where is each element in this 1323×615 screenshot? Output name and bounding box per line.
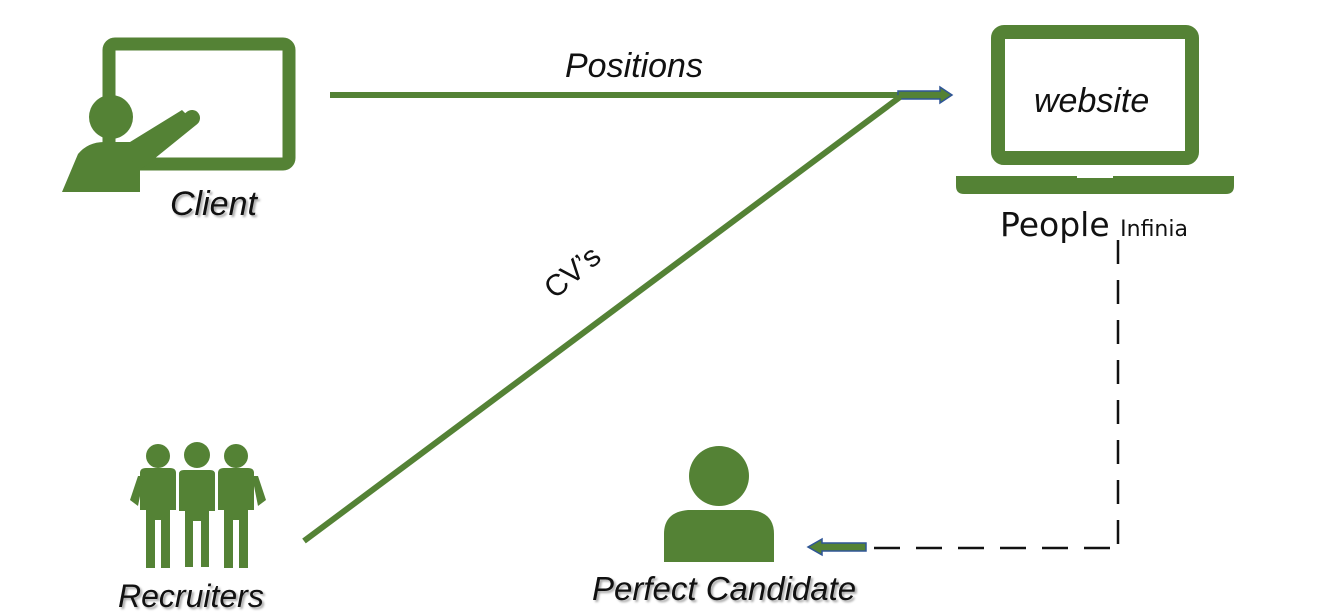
people-label-main: People bbox=[1000, 205, 1110, 244]
recruiters-label: Recruiters bbox=[118, 578, 264, 614]
website-to-candidate-edge bbox=[806, 240, 1120, 557]
website-label: website bbox=[1034, 82, 1150, 120]
person-icon bbox=[664, 446, 774, 562]
client-label: Client bbox=[170, 185, 257, 223]
positions-label: Positions bbox=[565, 47, 703, 85]
people-label-small: Infinia bbox=[1120, 217, 1188, 242]
group-people-icon bbox=[130, 442, 266, 569]
perfect-candidate-label: Perfect Candidate bbox=[592, 570, 857, 607]
laptop-icon bbox=[956, 25, 1234, 194]
presenter-board-icon bbox=[62, 37, 296, 192]
positions-edge bbox=[330, 85, 954, 105]
cvs-edge bbox=[302, 94, 902, 544]
people-infinia-label: People Infinia bbox=[1000, 205, 1188, 244]
